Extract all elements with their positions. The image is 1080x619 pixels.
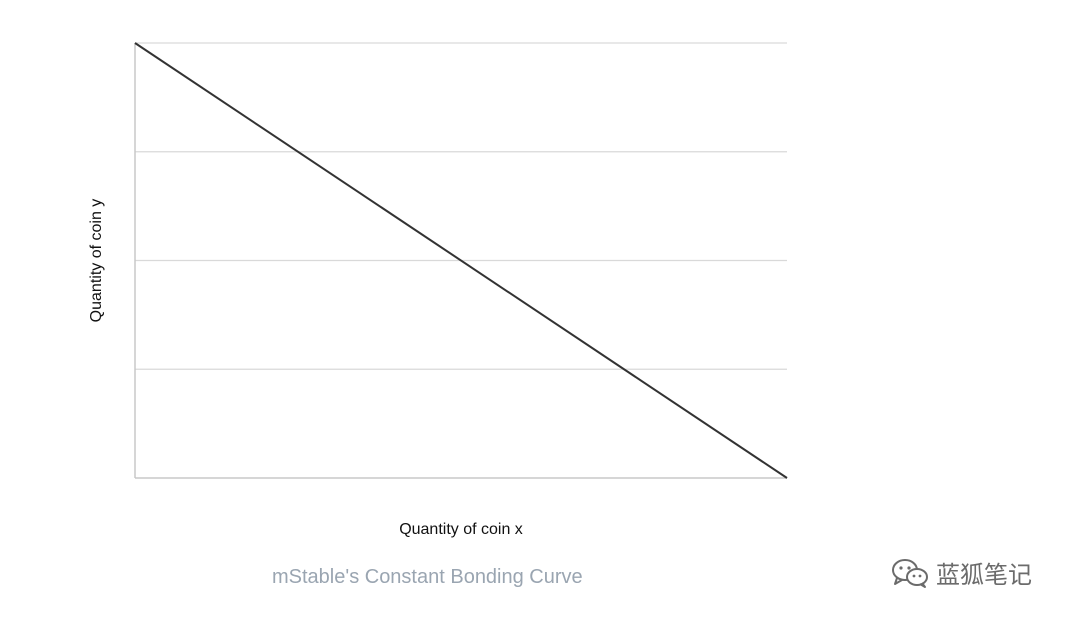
series-layer: [134, 42, 788, 479]
x-axis-label: Quantity of coin x: [399, 521, 523, 538]
watermark-text: 蓝狐笔记: [936, 561, 1032, 589]
watermark: 蓝狐笔记: [890, 555, 1032, 590]
y-axis-label: Quantity of coin y: [88, 199, 105, 323]
figure-caption: mStable's Constant Bonding Curve: [272, 566, 583, 588]
series-line-0: [134, 42, 788, 479]
wechat-icon: [892, 558, 928, 588]
grid-layer: [135, 42, 787, 370]
